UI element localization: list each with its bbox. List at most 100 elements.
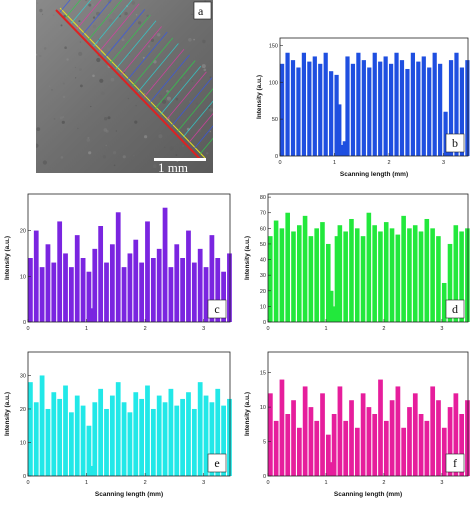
bar [372, 414, 378, 476]
y-tick-label: 0 [263, 320, 266, 326]
scan-line [160, 65, 202, 115]
texture-speck [138, 21, 142, 25]
bar [465, 228, 470, 322]
bar [453, 393, 459, 476]
bar [432, 52, 437, 156]
texture-speck [144, 92, 146, 95]
bar [186, 230, 191, 322]
texture-speck [92, 74, 95, 78]
bar [383, 222, 389, 322]
x-tick-label: 0 [278, 160, 281, 166]
scan-line [132, 37, 174, 87]
bar [296, 427, 302, 476]
bar [441, 427, 447, 476]
texture-speck [133, 155, 135, 157]
panel-e: 0 10 20 30 0 1 2 3 Intensity (a.u.) Scanning leng… [0, 344, 236, 500]
bar [33, 230, 39, 322]
bar [63, 253, 68, 322]
bar [443, 111, 448, 156]
bar [430, 228, 435, 322]
x-tick-label: 3 [440, 480, 443, 486]
bar [86, 271, 92, 322]
chart-b: 0 50 100 150 0 1 2 3 Intensity (a.u.) Scanning le… [256, 37, 470, 178]
texture-speck [92, 24, 97, 29]
texture-speck [53, 118, 56, 120]
bar [378, 231, 383, 322]
y-tick-label: 15 [260, 371, 266, 377]
chart-f: 0 5 10 15 0 1 2 3 Intensity (a.u.) Scanning lengt… [244, 351, 470, 498]
texture-speck [42, 13, 44, 15]
bar [209, 402, 215, 476]
bar [405, 68, 410, 156]
x-tick-label: 1 [333, 160, 336, 166]
bar [115, 212, 121, 322]
texture-speck [80, 84, 83, 88]
scan-line [138, 43, 179, 92]
bar [354, 427, 360, 476]
bar [109, 244, 115, 322]
texture-speck [39, 54, 42, 58]
texture-speck [78, 51, 83, 56]
texture-speck [174, 170, 177, 173]
bar [86, 425, 92, 476]
micrograph-background [36, 0, 213, 173]
panel-letter-box [445, 133, 465, 153]
texture-speck [107, 116, 111, 120]
bar [318, 63, 323, 157]
bar [366, 407, 372, 476]
bar [296, 67, 301, 156]
x-tick-label: 1 [85, 326, 88, 332]
x-tick-label: 1 [324, 326, 327, 332]
panel-letter-box [445, 299, 465, 319]
bar [33, 402, 39, 476]
bar [401, 427, 407, 476]
x-tick-label: 2 [144, 480, 147, 486]
bar [378, 379, 383, 476]
bar [308, 407, 314, 476]
texture-speck [110, 77, 115, 82]
panel-b: 0 50 100 150 0 1 2 3 Intensity (a.u.) Scanning le… [252, 30, 474, 180]
micrograph-texture [34, 0, 214, 173]
bar [280, 63, 285, 157]
y-tick-label: 80 [260, 195, 266, 201]
panel-letter-box [193, 1, 212, 20]
bar [162, 402, 168, 476]
bar [273, 220, 279, 322]
bar [448, 60, 454, 157]
texture-speck [164, 56, 169, 61]
texture-speck [169, 146, 174, 151]
bar [301, 52, 307, 156]
texture-speck [108, 18, 113, 23]
texture-speck [191, 80, 194, 83]
texture-speck [212, 2, 214, 3]
texture-speck [61, 120, 65, 124]
texture-speck [208, 106, 211, 109]
bar [28, 258, 33, 322]
texture-speck [48, 166, 51, 170]
bar [395, 386, 401, 476]
y-tick-label: 0 [263, 474, 266, 480]
bar [360, 393, 366, 476]
bar [186, 392, 191, 476]
texture-speck [157, 33, 161, 37]
bar [174, 244, 180, 322]
bar [412, 393, 418, 476]
texture-speck [91, 3, 94, 7]
bar [430, 386, 436, 476]
y-tick-label: 0 [275, 154, 278, 160]
bar [150, 408, 156, 476]
texture-speck [39, 8, 43, 13]
bar [383, 420, 389, 476]
bar [320, 393, 325, 476]
texture-speck [113, 164, 116, 167]
texture-speck [115, 130, 117, 132]
bar [325, 434, 331, 476]
bar [168, 388, 174, 476]
bar [28, 382, 33, 476]
bar [361, 60, 366, 157]
bar [279, 228, 285, 322]
x-tick-label: 3 [440, 326, 443, 332]
bar [378, 61, 383, 156]
bar [343, 231, 348, 322]
y-tick-label: 20 [20, 229, 26, 235]
